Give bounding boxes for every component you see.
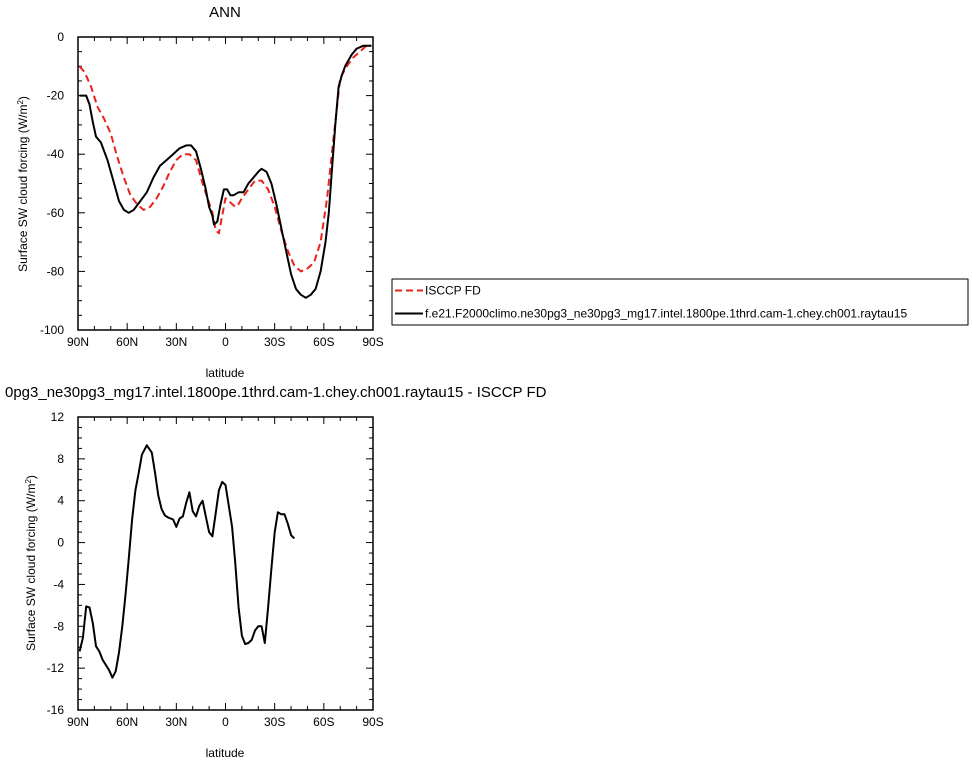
y-tick-label: -80 [47, 264, 65, 278]
x-tick-label: 30S [264, 715, 285, 729]
x-tick-label: 60S [313, 715, 334, 729]
series-line-2-1 [78, 444, 296, 679]
y-tick-label: -60 [47, 206, 65, 220]
plot-frame-2 [77, 416, 374, 711]
x-axis-label-2: latitude [206, 746, 245, 760]
x-tick-label: 60N [116, 715, 138, 729]
x-tick-label: 0 [222, 335, 229, 349]
y-tick-label: 4 [57, 494, 64, 508]
y-tick-label: -12 [47, 661, 65, 675]
x-tick-label: 90N [67, 715, 89, 729]
x-axis-label-1: latitude [206, 366, 245, 380]
y-tick-label: 12 [51, 410, 65, 424]
y-tick-label: -16 [47, 703, 65, 717]
y-tick-label: -8 [53, 619, 64, 633]
chart-title-1: ANN [209, 4, 241, 21]
series-line-1-1 [78, 44, 372, 273]
legend-label-2: f.e21.F2000climo.ne30pg3_ne30pg3_mg17.in… [425, 307, 907, 321]
legend-box [391, 278, 969, 326]
x-tick-label: 90N [67, 335, 89, 349]
y-tick-label: -40 [47, 147, 65, 161]
chart-panel-1: ANN 90N 60N 30N 0 30S 60S 90S 0 -20 -40 -60 -80 -100 l… [16, 4, 969, 380]
x-tick-label: 90S [362, 715, 383, 729]
legend-label-1: ISCCP FD [425, 284, 481, 298]
y-tick-label: 0 [57, 536, 64, 550]
x-tick-label: 30N [165, 715, 187, 729]
x-tick-label: 90S [362, 335, 383, 349]
x-tick-label: 30N [165, 335, 187, 349]
y-tick-label: -20 [47, 89, 65, 103]
y-tick-label: -4 [53, 577, 64, 591]
chart-panel-2: 0pg3_ne30pg3_mg17.intel.1800pe.1thrd.cam… [5, 384, 547, 760]
legend: ISCCP FD f.e21.F2000climo.ne30pg3_ne30pg3… [391, 278, 969, 326]
x-tick-label: 60S [313, 335, 334, 349]
x-tick-label: 60N [116, 335, 138, 349]
x-tick-label: 0 [222, 715, 229, 729]
series-line-1-2 [79, 44, 372, 299]
chart-title-2: 0pg3_ne30pg3_mg17.intel.1800pe.1thrd.cam… [5, 384, 547, 401]
y-axis-label-1: Surface SW cloud forcing (W/m2) [16, 96, 31, 272]
y-tick-label: -100 [40, 323, 64, 337]
y-tick-label: 8 [57, 452, 64, 466]
x-tick-label: 30S [264, 335, 285, 349]
y-tick-label: 0 [57, 30, 64, 44]
y-axis-label-2: Surface SW cloud forcing (W/m2) [24, 475, 39, 651]
